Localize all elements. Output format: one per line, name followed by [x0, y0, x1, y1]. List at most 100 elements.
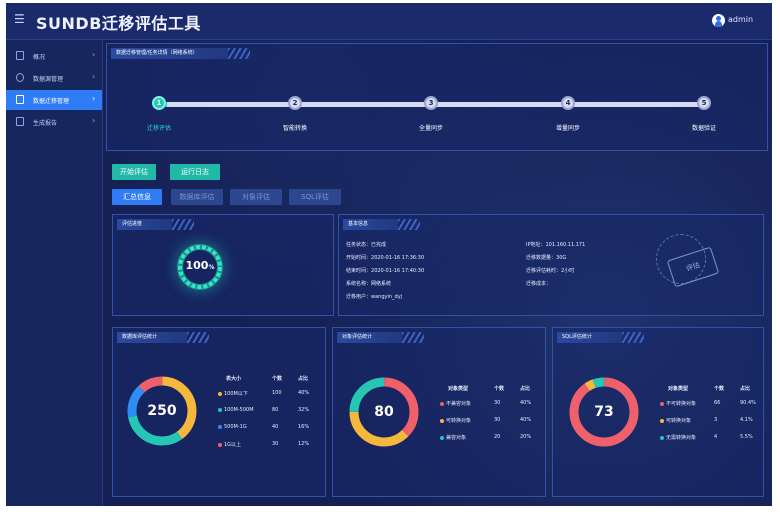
- step-2-dot[interactable]: 2: [288, 96, 302, 110]
- legend-pct: 4.1%: [740, 417, 753, 423]
- info-row: 迁移成本：: [526, 280, 551, 287]
- legend-header: 个数: [714, 386, 725, 392]
- tab-summary[interactable]: 汇总信息: [112, 189, 162, 205]
- progress-number: 100: [185, 259, 209, 272]
- step-2-label: 智能转换: [282, 125, 307, 132]
- tab-sql-eval[interactable]: SQL评估: [289, 189, 341, 205]
- legend-pct: 5.5%: [740, 434, 753, 440]
- basic-info-title: 基本信息: [343, 219, 421, 230]
- legend-pct: 20%: [520, 434, 532, 440]
- step-5-label: 数据验证: [691, 125, 716, 132]
- progress-title: 评估进度: [117, 219, 195, 230]
- sidebar-item-report[interactable]: 生成报告 ›: [6, 112, 102, 132]
- chevron-right-icon: ›: [92, 50, 96, 59]
- info-value: 2小时: [561, 268, 575, 274]
- info-key: 迁移数据量：: [526, 255, 557, 261]
- legend-dot: [660, 435, 664, 440]
- step-4-label: 增量同步: [555, 125, 580, 132]
- sidebar-item-label: 概况: [33, 54, 46, 61]
- step-3-label: 全量同步: [418, 125, 443, 132]
- info-row: 系统名称：网络系统: [346, 280, 391, 287]
- legend-item: 不兼容对象: [440, 400, 471, 407]
- info-value: 已完成: [371, 242, 387, 248]
- legend-header: 占比: [520, 386, 531, 392]
- legend-label: 100M以下: [224, 391, 248, 397]
- chevron-right-icon: ›: [92, 116, 96, 125]
- info-key: 迁移成本：: [526, 281, 552, 287]
- legend-dot: [660, 418, 664, 423]
- legend-header: 对象类型: [668, 386, 689, 392]
- start-evaluation-button[interactable]: 开始评估: [112, 164, 156, 180]
- step-1-label: 迁移评估: [146, 125, 171, 132]
- sidebar-item-label: 数据源管理: [33, 76, 64, 83]
- legend-label: 兼容对象: [446, 435, 467, 441]
- obj-eval-panel: 对象评估统计: [332, 327, 546, 497]
- username[interactable]: admin: [728, 15, 754, 24]
- tab-database-eval[interactable]: 数据库评估: [171, 189, 223, 205]
- info-value: 2020-01-16 17:40:30: [371, 268, 425, 274]
- step-3-dot[interactable]: 3: [424, 96, 438, 110]
- progress-panel: 评估进度 100%: [112, 214, 334, 316]
- tab-object-eval[interactable]: 对象评估: [230, 189, 282, 205]
- info-key: 迁移用户：: [346, 294, 372, 300]
- info-key: 迁移评估耗时：: [526, 268, 562, 274]
- obj-eval-total: 80: [374, 404, 394, 420]
- donut-slice-0: [569, 377, 639, 447]
- sidebar-item-datasource[interactable]: 数据源管理 ›: [6, 68, 102, 88]
- legend-header: 占比: [740, 386, 751, 392]
- legend-count: 40: [272, 424, 279, 430]
- sidebar: 概况 › 数据源管理 › 数据迁移管理 › 生成报告 ›: [6, 40, 103, 506]
- legend-item: 无需转换对象: [660, 434, 696, 441]
- step-1-dot[interactable]: 1: [152, 96, 166, 110]
- sql-eval-title: SQL评估统计: [557, 332, 644, 343]
- info-key: 开始时间：: [346, 255, 372, 261]
- info-key: 结束时间：: [346, 268, 372, 274]
- legend-label: 不可转换对象: [666, 401, 697, 407]
- legend-pct: 16%: [298, 424, 310, 430]
- legend-count: 100: [272, 390, 282, 396]
- donut-slice-1: [127, 376, 197, 446]
- legend-dot: [440, 435, 444, 440]
- donut-slice-3: [127, 376, 197, 446]
- legend-pct: 40%: [520, 400, 532, 406]
- info-row: 迁移用户：wangyin_dyj: [346, 293, 402, 300]
- sql-eval-donut: [569, 377, 639, 447]
- share-icon: [16, 73, 24, 82]
- avatar[interactable]: [712, 14, 725, 27]
- legend-count: 66: [714, 400, 721, 406]
- legend-pct: 40%: [520, 417, 532, 423]
- donut-slice-0: [349, 377, 419, 447]
- legend-label: 100M-500M: [224, 407, 254, 413]
- legend-item: 不可转换对象: [660, 400, 696, 407]
- legend-count: 30: [494, 400, 501, 406]
- hamburger-menu-icon[interactable]: ☰: [14, 12, 25, 26]
- info-value: 2020-01-16 17:36:30: [371, 255, 425, 261]
- info-key: 任务状态：: [346, 242, 372, 248]
- run-log-button[interactable]: 运行日志: [170, 164, 220, 180]
- legend-count: 30: [272, 441, 279, 447]
- info-row: 迁移评估耗时：2小时: [526, 267, 574, 274]
- progress-value: 100%: [173, 259, 227, 272]
- db-eval-donut: [127, 376, 197, 446]
- info-row: 迁移数据量：30G: [526, 254, 566, 261]
- sidebar-item-overview[interactable]: 概况 ›: [6, 46, 102, 66]
- progress-unit: %: [208, 264, 215, 271]
- info-row: IP地址：101.160.11.171: [526, 241, 585, 248]
- legend-label: 1G以上: [224, 442, 242, 448]
- legend-count: 80: [272, 407, 279, 413]
- legend-item: 500M-1G: [218, 424, 247, 430]
- legend-item: 100M以下: [218, 390, 248, 397]
- donut-slice-2: [349, 377, 419, 447]
- legend-header: 个数: [272, 376, 283, 382]
- obj-eval-title: 对象评估统计: [337, 332, 425, 343]
- legend-dot: [440, 418, 444, 423]
- step-panel: 数据迁移管理/任务详情（网络系统） 1 2 3 4 5 迁移评估 智能转换 全量…: [106, 43, 768, 151]
- step-5-dot[interactable]: 5: [697, 96, 711, 110]
- legend-dot: [660, 401, 664, 406]
- step-4-dot[interactable]: 4: [561, 96, 575, 110]
- obj-eval-donut: [349, 377, 419, 447]
- info-row: 结束时间：2020-01-16 17:40:30: [346, 267, 424, 274]
- sidebar-item-migration[interactable]: 数据迁移管理 ›: [6, 90, 102, 110]
- legend-item: 可转换对象: [660, 417, 691, 424]
- legend-count: 30: [494, 417, 501, 423]
